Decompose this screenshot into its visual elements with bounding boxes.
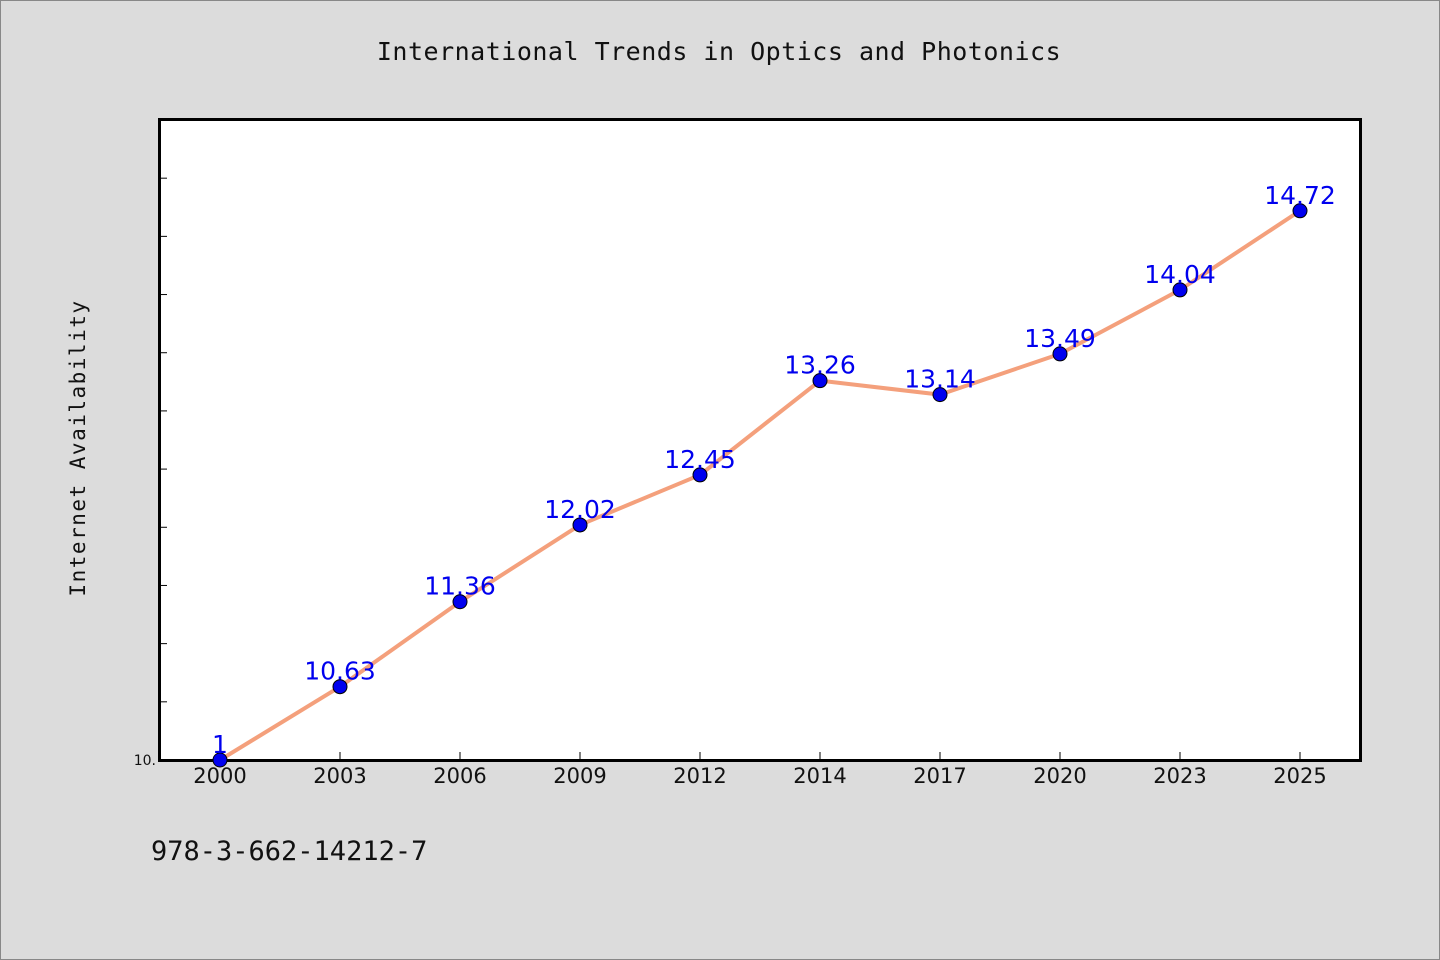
data-label: 14.04 [1144,260,1216,289]
x-tick-label: 2025 [1273,764,1326,788]
chart-title: International Trends in Optics and Photo… [376,37,1062,66]
data-label: 10.63 [304,657,376,686]
data-label: 13.14 [904,365,976,394]
x-tick-label: 2023 [1153,764,1206,788]
data-point [1052,346,1068,362]
x-axis-tick-labels: 2000 2003 2006 2009 2012 2014 2017 2020 2023 2025 [193,764,1326,788]
data-point [812,373,828,389]
data-point [452,594,468,610]
x-tick-label: 2009 [553,764,606,788]
data-label: 1 [212,730,228,759]
data-point [332,679,348,695]
series-markers [212,203,1308,768]
x-tick-label: 2017 [913,764,966,788]
data-point [1292,203,1308,219]
data-label: 13.49 [1024,324,1096,353]
data-label: 14.72 [1264,181,1336,210]
y-tick-label: 10. [134,753,156,769]
x-axis-ticks [219,752,1301,760]
plot-area [158,118,1362,762]
data-point [1172,282,1188,298]
y-axis-tick-labels: 10. [134,753,156,769]
x-tick-label: 2003 [313,764,366,788]
data-point [572,517,588,533]
data-label: 11.36 [424,572,496,601]
x-tick-label: 2000 [193,764,246,788]
x-tick-label: 2020 [1033,764,1086,788]
data-label: 12.02 [544,495,616,524]
data-label: 12.45 [664,445,736,474]
series-line [218,208,1302,762]
data-point [932,387,948,403]
x-tick-label: 2014 [793,764,846,788]
data-label: 13.26 [784,351,856,380]
series-lines [218,208,1302,762]
data-point [692,467,708,483]
y-axis-ticks [160,119,167,761]
data-point [212,752,228,768]
x-tick-label: 2006 [433,764,486,788]
isbn-label: 978-3-662-14212-7 [151,836,428,867]
data-labels: 1 10.63 11.36 12.02 12.45 13.26 13.14 13.49 14.0… [212,181,1336,759]
x-tick-label: 2012 [673,764,726,788]
